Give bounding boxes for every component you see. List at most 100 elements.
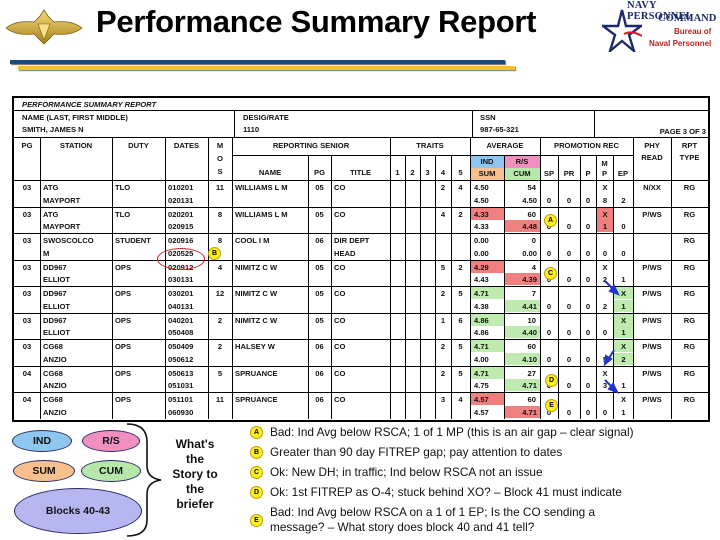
grid-line <box>558 180 559 207</box>
grid-line <box>451 259 452 286</box>
ssn-value: 987-65-321 <box>480 125 519 134</box>
grid-line <box>112 206 113 233</box>
grid-line <box>40 180 41 207</box>
row-pg: 03 <box>22 262 32 272</box>
story-caption: What's the Story to the briefer <box>172 437 218 511</box>
row-cum: 4.39 <box>505 273 540 285</box>
grid-line <box>633 286 634 313</box>
row-pr: 0 <box>566 275 572 284</box>
grid-line <box>596 155 597 180</box>
grid-line <box>390 392 391 419</box>
grid-line <box>14 286 708 287</box>
row-date-from: 040201 <box>168 315 194 325</box>
grid-line <box>208 339 209 366</box>
row-ep: X <box>614 313 633 326</box>
grid-line <box>435 155 436 180</box>
row-station-2: MAYPORT <box>43 195 81 205</box>
grid-line <box>435 180 436 207</box>
row-date-from: 050409 <box>168 342 194 351</box>
grid-line <box>671 312 672 339</box>
note-c: Ok: New DH; in traffic; Ind below RSCA n… <box>270 465 543 479</box>
row-mos: 12 <box>215 289 225 298</box>
row-trait-4: 2 <box>440 342 446 351</box>
col-rs-title: TITLE <box>349 168 372 177</box>
grid-line <box>470 392 471 419</box>
row-phy: P/WS <box>642 368 662 378</box>
grid-line <box>558 286 559 313</box>
grid-line <box>331 206 332 233</box>
grid-line <box>540 206 541 233</box>
grid-line <box>390 233 391 260</box>
row-mos: 11 <box>215 183 225 192</box>
row-duty: TLO <box>115 183 131 192</box>
grid-line <box>580 155 581 180</box>
row-duty: OPS <box>115 315 132 325</box>
grid-line <box>390 312 391 339</box>
row-trait-5: 5 <box>458 368 463 378</box>
row-sp: 0 <box>546 301 552 311</box>
col-trait-2: 2 <box>410 168 415 177</box>
row-rs-title: CO <box>334 342 346 351</box>
row-sp: 0 <box>546 354 552 364</box>
row-trait-5: 6 <box>458 315 463 325</box>
row-mp: X <box>602 183 608 192</box>
row-date-from: 030201 <box>168 289 194 298</box>
note-a: Bad: Ind Avg below RSCA; 1 of 1 MP (this… <box>270 425 634 439</box>
grid-line <box>596 206 597 233</box>
grid-line <box>470 286 471 313</box>
grid-line <box>451 392 452 419</box>
row-cum: 4.48 <box>505 220 540 232</box>
col-rs-name: NAME <box>258 168 282 177</box>
row-rs-name: WILLIAMS L M <box>235 183 288 192</box>
grid-line <box>470 137 471 180</box>
grid-line <box>613 286 614 313</box>
grid-line <box>390 180 391 207</box>
legend-ind: IND <box>12 430 72 452</box>
note-marker-c: C <box>250 466 263 479</box>
row-phy: P/WS <box>642 209 662 219</box>
row-rs-pg: 06 <box>315 342 324 351</box>
grid-line <box>308 259 309 286</box>
grid-line <box>671 233 672 260</box>
col-rpt: RPT <box>681 141 698 150</box>
row-p: 0 <box>585 248 591 258</box>
grid-line <box>633 233 634 260</box>
marker-e: E <box>545 399 558 412</box>
surface-warfare-pin-icon <box>4 8 84 48</box>
grid-line <box>580 392 581 419</box>
row-station: ATG <box>43 183 59 192</box>
grid-line <box>540 137 541 180</box>
grid-line <box>165 365 166 392</box>
row-pr: 0 <box>566 354 572 364</box>
row-station: CG68 <box>43 395 63 404</box>
row-date-to: 051031 <box>168 381 194 390</box>
row-ind: 4.71 <box>471 287 504 299</box>
row-pr: 0 <box>566 328 572 337</box>
note-d: Ok: 1st FITREP as O-4; stuck behind XO? … <box>270 485 622 499</box>
row-trait-5: 2 <box>458 262 463 272</box>
row-station-2: ANZIO <box>43 407 67 417</box>
col-trait-5: 5 <box>458 168 463 177</box>
grid-line <box>540 365 541 392</box>
page-number: PAGE 3 OF 3 <box>659 127 706 136</box>
row-rs-title: CO <box>334 183 346 192</box>
row-mp-count: 3 <box>602 381 608 390</box>
grid-line <box>671 259 672 286</box>
row-sum: 4.43 <box>474 275 489 284</box>
row-sum: 4.33 <box>474 222 489 231</box>
grid-line <box>331 155 332 180</box>
grid-line <box>451 312 452 339</box>
grid-line <box>14 137 708 138</box>
legend-sum: SUM <box>13 460 75 482</box>
row-sp: 0 <box>546 328 552 337</box>
row-ep-count: 1 <box>621 275 626 284</box>
row-mp-count: 1 <box>597 220 613 232</box>
grid-line <box>540 392 541 419</box>
grid-line <box>504 286 505 313</box>
row-duty: STUDENT <box>115 236 151 245</box>
grid-line <box>308 286 309 313</box>
row-date-from: 020916 <box>168 236 194 245</box>
grid-line <box>232 392 233 419</box>
grid-line <box>504 233 505 260</box>
row-rs-name: NIMITZ C W <box>235 289 278 298</box>
